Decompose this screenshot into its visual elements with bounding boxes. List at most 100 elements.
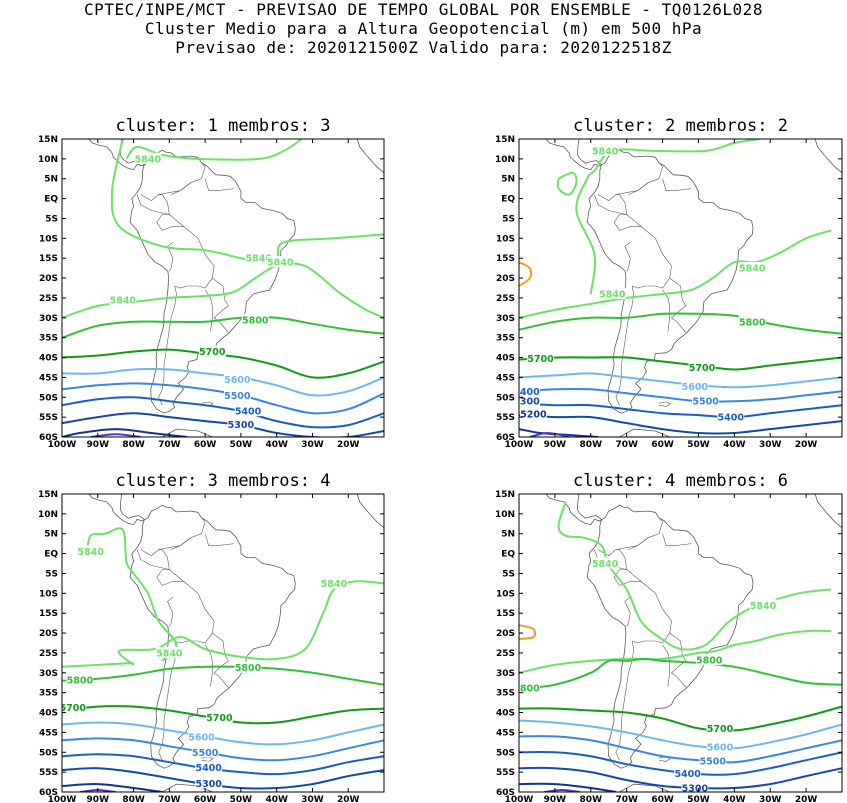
country-border: [151, 210, 215, 289]
y-tick-label: 10S: [496, 589, 515, 599]
y-tick-label: 45S: [496, 728, 515, 738]
country-border: [615, 194, 627, 215]
y-tick-label: 35S: [39, 689, 58, 699]
x-tick-label: 40W: [265, 440, 288, 450]
country-border: [613, 569, 641, 586]
y-tick-label: 10S: [496, 234, 515, 244]
x-tick-label: 60W: [194, 795, 217, 803]
y-tick-label: 5N: [44, 175, 58, 185]
svg-text:5600: 5600: [707, 743, 734, 754]
south-america-coast: [129, 504, 296, 769]
panel-4: cluster: 4 membros: 6 5840 5840 5800 800 5700…: [495, 471, 843, 803]
x-tick-label: 50W: [230, 795, 253, 803]
country-border: [594, 194, 609, 211]
contour-5500: [519, 735, 842, 764]
svg-text:5840: 5840: [592, 146, 619, 157]
x-tick-label: 90W: [544, 795, 567, 803]
contour-5600: [519, 719, 842, 750]
y-tick-label: 15N: [495, 135, 515, 145]
svg-text:5400: 5400: [235, 407, 262, 418]
x-tick-label: 50W: [687, 795, 710, 803]
country-border: [167, 597, 174, 627]
contour-5600: [519, 372, 842, 389]
svg-text:5840: 5840: [135, 154, 162, 165]
x-tick-label: 60W: [194, 440, 217, 450]
svg-text:5700: 5700: [527, 354, 554, 365]
svg-text:5800: 5800: [242, 315, 269, 326]
y-tick-label: 50S: [496, 748, 515, 758]
panel-title: cluster: 1 membros: 3: [116, 116, 331, 136]
y-tick-label: 20S: [496, 629, 515, 639]
y-tick-label: 15N: [495, 490, 515, 500]
contour-5100: [529, 431, 570, 437]
contour-label: 5300: [195, 777, 222, 790]
svg-text:5600: 5600: [188, 733, 215, 744]
contour-5840: [575, 139, 760, 295]
south-america-coast: [586, 504, 754, 769]
contour-5300: [62, 767, 384, 790]
header-line-3: Previsao de: 2020121500Z Valido para: 20…: [175, 38, 672, 57]
svg-text:5840: 5840: [739, 264, 766, 275]
country-border: [624, 242, 631, 272]
y-tick-label: EQ: [44, 195, 58, 205]
x-tick-label: 70W: [615, 795, 638, 803]
contour-label: 5200: [519, 407, 547, 420]
contour-label: 5700: [62, 701, 86, 714]
country-border: [662, 644, 670, 687]
contour-label: 5700: [198, 345, 226, 358]
svg-text:5800: 5800: [67, 675, 94, 686]
y-tick-label: 15N: [38, 135, 58, 145]
x-tick-label: 70W: [615, 440, 638, 450]
country-border: [158, 285, 177, 406]
contour-5400: [62, 753, 384, 776]
contour-label: 5600: [706, 741, 734, 754]
y-tick-label: 10N: [38, 155, 58, 165]
y-tick-label: 50S: [39, 748, 58, 758]
contour-label: 5500: [223, 389, 251, 402]
contour-5840: [519, 629, 832, 674]
contour-5600: [62, 367, 384, 397]
country-border: [158, 549, 170, 570]
country-border: [669, 277, 687, 333]
country-border: [628, 537, 649, 550]
contour-label: 5800: [241, 313, 269, 326]
x-tick-label: 100W: [48, 795, 77, 803]
contour-label: 5840: [591, 144, 619, 157]
y-tick-label: 15S: [496, 609, 515, 619]
contour-5700: [519, 356, 842, 371]
y-tick-label: 30S: [496, 314, 515, 324]
country-border: [204, 178, 234, 191]
contour-5840: [557, 501, 832, 651]
svg-text:5300: 5300: [195, 779, 222, 790]
y-tick-label: 20S: [496, 274, 515, 284]
contour-5800: [62, 665, 384, 686]
y-tick-label: 35S: [496, 689, 515, 699]
contour-5100: [90, 433, 141, 437]
svg-text:5840: 5840: [267, 258, 294, 269]
svg-text:5800: 5800: [696, 656, 723, 667]
svg-text:5700: 5700: [707, 724, 734, 735]
svg-text:300: 300: [520, 397, 540, 408]
y-tick-label: 35S: [496, 334, 515, 344]
country-border: [613, 214, 641, 231]
contour-label: 5600: [223, 373, 251, 386]
x-tick-label: 30W: [759, 440, 782, 450]
country-border: [158, 194, 170, 215]
svg-text:5300: 5300: [682, 784, 709, 795]
africa-coast: [356, 139, 384, 174]
country-border: [167, 242, 174, 272]
country-border: [624, 597, 631, 627]
x-tick-label: 90W: [544, 440, 567, 450]
x-tick-label: 100W: [505, 440, 534, 450]
contour-5840: [86, 527, 178, 662]
country-border: [597, 162, 663, 201]
central-america-coast: [545, 139, 603, 171]
svg-text:5840: 5840: [110, 295, 137, 306]
svg-text:5600: 5600: [682, 382, 709, 393]
y-tick-label: 5S: [502, 214, 515, 224]
y-tick-label: 55S: [39, 413, 58, 423]
y-tick-label: 40S: [496, 354, 515, 364]
x-tick-label: 50W: [230, 440, 253, 450]
contour-5500: [62, 382, 384, 415]
svg-text:5840: 5840: [592, 559, 619, 570]
